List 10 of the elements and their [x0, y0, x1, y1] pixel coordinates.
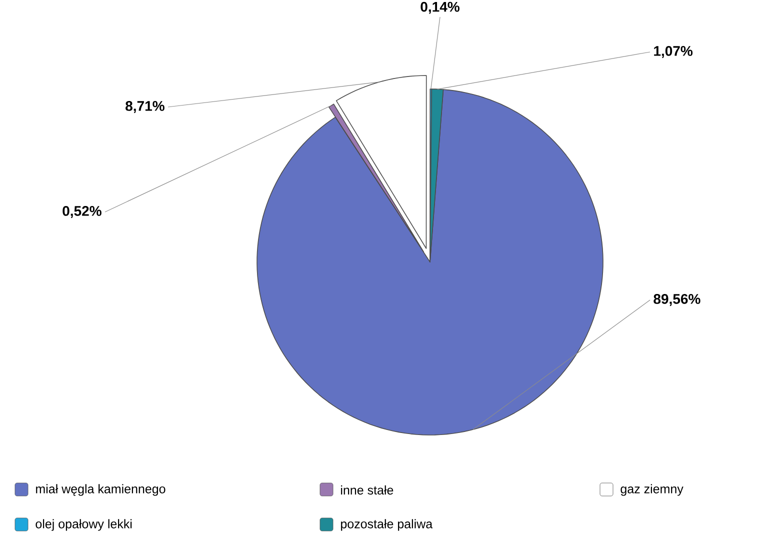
data-label: 0,52%	[62, 206, 102, 218]
legend-label: inne stałe	[341, 485, 394, 495]
data-label: 1,07%	[654, 46, 693, 58]
legend-label: olej opałowy lekki	[36, 519, 132, 531]
data-label: 8,71%	[126, 101, 164, 113]
legend-label: pozostałe paliwa	[341, 519, 433, 531]
data-label: 0,14%	[420, 2, 460, 14]
legend-label: miał węgla kamiennego	[36, 484, 166, 496]
legend-label: gaz ziemny	[620, 484, 684, 496]
data-label: 89,56%	[654, 294, 700, 306]
